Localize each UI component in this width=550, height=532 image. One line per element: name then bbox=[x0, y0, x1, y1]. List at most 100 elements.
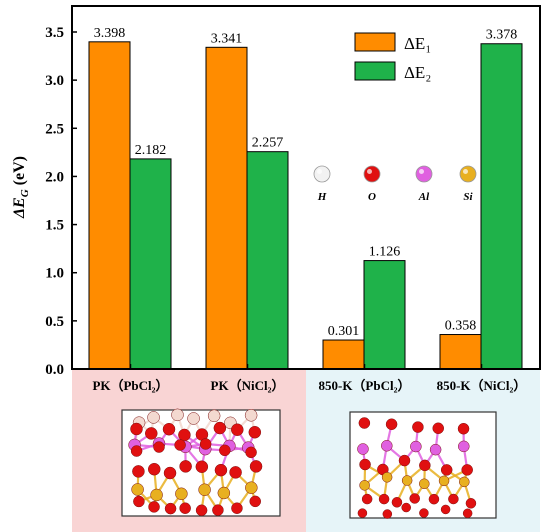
atom-sphere-highlight bbox=[317, 169, 322, 174]
atom bbox=[198, 483, 211, 497]
bar-value-label: 3.341 bbox=[211, 31, 243, 46]
atom bbox=[245, 481, 258, 494]
y-tick-label: 0.0 bbox=[45, 362, 64, 378]
atom bbox=[179, 460, 192, 473]
x-tick-label: PK（PbCl₂） bbox=[92, 378, 168, 393]
atom bbox=[382, 509, 393, 519]
x-tick-label: 850-K（NiCl₂） bbox=[437, 378, 527, 393]
atom bbox=[249, 495, 261, 508]
atom bbox=[187, 412, 200, 425]
bar-value-labels: 3.398 2.182 3.341 2.257 0.301 1.126 0.358 3.378 bbox=[94, 26, 518, 339]
atom bbox=[440, 464, 453, 476]
atom bbox=[148, 462, 161, 476]
atom-legend-label: O bbox=[368, 191, 376, 203]
atom bbox=[401, 502, 411, 513]
y-tick-label: 1.0 bbox=[45, 266, 64, 282]
y-axis: 0.0 0.5 1.0 1.5 2.0 2.5 3.0 3.5 bbox=[45, 25, 77, 378]
atom bbox=[174, 439, 186, 451]
y-tick-label: 2.5 bbox=[45, 121, 64, 137]
plot-frame bbox=[71, 5, 541, 370]
bar-value-label: 2.182 bbox=[135, 143, 167, 158]
atom bbox=[199, 438, 212, 450]
atom bbox=[219, 444, 231, 457]
atom bbox=[130, 445, 143, 457]
atom bbox=[207, 409, 221, 423]
atom bbox=[179, 502, 191, 514]
bar-de1 bbox=[88, 41, 131, 370]
bar-de1 bbox=[205, 46, 248, 370]
atom bbox=[432, 422, 444, 435]
atom bbox=[147, 411, 160, 424]
atom bbox=[448, 493, 459, 505]
x-axis-tick-labels: PK（PbCl₂） PK（NiCl₂） 850-K（PbCl₂） 850-K（NiCl… bbox=[92, 364, 526, 393]
y-tick-label: 3.5 bbox=[45, 25, 64, 41]
bar-value-label: 3.378 bbox=[486, 28, 518, 43]
atom bbox=[359, 458, 371, 471]
atom-legend-label: Si bbox=[463, 191, 473, 203]
atom-legend-sphere bbox=[363, 165, 381, 183]
y-tick-label: 3.0 bbox=[45, 73, 64, 89]
atom bbox=[153, 441, 165, 453]
bar-de2 bbox=[480, 43, 523, 370]
atom bbox=[195, 504, 208, 517]
atom bbox=[163, 466, 177, 480]
atom bbox=[357, 508, 368, 518]
bar-value-label: 0.358 bbox=[445, 319, 477, 334]
x-tick-label: 850-K（PbCl₂） bbox=[318, 378, 410, 393]
atom bbox=[419, 478, 430, 490]
bar-value-label: 3.398 bbox=[94, 26, 126, 41]
atom bbox=[229, 466, 242, 479]
legend-swatch bbox=[354, 61, 396, 81]
atom bbox=[248, 425, 262, 439]
atom bbox=[130, 422, 143, 436]
pk-crystal-structure-image bbox=[121, 408, 281, 517]
atom bbox=[381, 472, 393, 483]
atom bbox=[419, 459, 431, 472]
bar-de2 bbox=[246, 151, 289, 370]
atom bbox=[378, 493, 390, 505]
atom-legend-label: Al bbox=[418, 191, 430, 203]
atom bbox=[410, 440, 422, 453]
atom bbox=[438, 475, 450, 487]
atom bbox=[459, 476, 470, 488]
bar-de1 bbox=[322, 339, 365, 370]
atom bbox=[164, 502, 177, 515]
atom bbox=[391, 497, 403, 508]
atom bbox=[412, 421, 424, 433]
atom-legend: H O Al Si bbox=[313, 165, 477, 203]
atom bbox=[440, 504, 451, 515]
atom bbox=[457, 422, 470, 435]
atom bbox=[244, 409, 258, 422]
atom bbox=[162, 422, 176, 436]
chart-legend: ΔE₁ ΔE₂ bbox=[354, 32, 431, 82]
atom bbox=[419, 508, 429, 518]
x-tick-label: PK（NiCl₂） bbox=[211, 378, 285, 393]
atom-legend-sphere bbox=[415, 165, 433, 183]
atom bbox=[245, 446, 257, 459]
atom-legend-sphere bbox=[459, 165, 477, 183]
atom-sphere-highlight bbox=[367, 169, 372, 174]
bar-value-label: 1.126 bbox=[369, 245, 401, 260]
atom bbox=[361, 493, 373, 505]
atom bbox=[171, 408, 184, 422]
atom bbox=[249, 460, 263, 473]
atom bbox=[458, 440, 470, 453]
atom bbox=[398, 454, 411, 467]
atom bbox=[428, 493, 440, 505]
atom bbox=[133, 495, 145, 508]
atom bbox=[212, 504, 224, 516]
bar-value-label: 0.301 bbox=[328, 324, 360, 339]
atom bbox=[145, 427, 158, 440]
atom bbox=[150, 488, 163, 502]
atom bbox=[461, 464, 473, 476]
y-axis-label: ΔEG (eV) bbox=[11, 156, 31, 219]
atom bbox=[132, 465, 145, 478]
atom bbox=[231, 502, 243, 514]
y-tick-label: 2.0 bbox=[45, 169, 64, 185]
bar-de2 bbox=[129, 158, 172, 370]
atom bbox=[465, 498, 477, 509]
atom bbox=[429, 443, 442, 456]
atom bbox=[462, 508, 473, 519]
atom bbox=[175, 487, 188, 501]
